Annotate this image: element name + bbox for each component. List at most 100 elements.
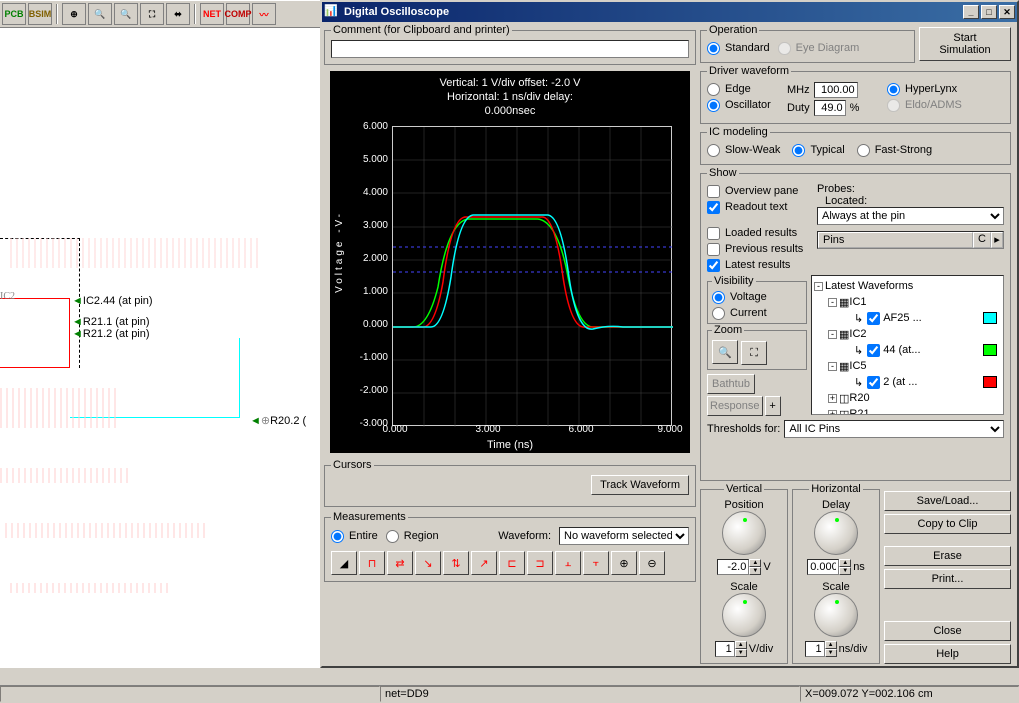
- typical-radio[interactable]: Typical: [792, 142, 844, 158]
- tree-ic2[interactable]: -▦ IC2: [814, 326, 1001, 342]
- tree-ic1[interactable]: -▦ IC1: [814, 294, 1001, 310]
- loaded-check[interactable]: Loaded results: [707, 225, 817, 241]
- fit-button[interactable]: ⛶: [140, 3, 164, 25]
- vertical-position-knob[interactable]: [722, 511, 766, 555]
- meas-12[interactable]: ⊖: [639, 551, 665, 575]
- vscale-up[interactable]: ▲: [735, 641, 747, 649]
- standard-radio[interactable]: Standard: [707, 40, 770, 56]
- vscale-down[interactable]: ▼: [735, 649, 747, 657]
- tree-ic5[interactable]: -▦ IC5: [814, 358, 1001, 374]
- plus-button[interactable]: +: [765, 396, 781, 416]
- pins-header[interactable]: Pins: [818, 232, 973, 248]
- vpos-down[interactable]: ▼: [749, 567, 761, 575]
- meas-1[interactable]: ◢: [331, 551, 357, 575]
- meas-5[interactable]: ⇅: [443, 551, 469, 575]
- tree-r21[interactable]: +◫ R21: [814, 406, 1001, 415]
- eldo-radio[interactable]: Eldo/ADMS: [887, 97, 962, 113]
- meas-2[interactable]: ⊓: [359, 551, 385, 575]
- waveform-select[interactable]: No waveform selected: [559, 527, 689, 545]
- print-button[interactable]: Print...: [884, 569, 1011, 589]
- tree-ic2-pin[interactable]: ↳ 44 (at...: [814, 342, 1001, 358]
- meas-6[interactable]: ↗: [471, 551, 497, 575]
- readout-check[interactable]: Readout text: [707, 199, 817, 215]
- vpos-unit: V: [763, 561, 770, 573]
- wave-button[interactable]: 〰: [252, 3, 276, 25]
- meas-7[interactable]: ⊏: [499, 551, 525, 575]
- close-button[interactable]: ✕: [999, 5, 1015, 19]
- pcb-canvas[interactable]: IC2 ◄IC2.44 (at pin) ◄R21.1 (at pin) ◄R2…: [0, 28, 320, 668]
- vpos-up[interactable]: ▲: [749, 559, 761, 567]
- meas-4[interactable]: ↘: [415, 551, 441, 575]
- copy-clip-button[interactable]: Copy to Clip: [884, 514, 1011, 534]
- thresholds-select[interactable]: All IC Pins: [784, 420, 1004, 438]
- zoom-fit-icon[interactable]: ⛶: [741, 341, 767, 365]
- voltage-radio[interactable]: Voltage: [712, 289, 802, 305]
- tree-root[interactable]: -Latest Waveforms: [814, 278, 1001, 294]
- ytick-6: 0.000: [338, 319, 388, 330]
- response-button[interactable]: Response: [707, 396, 763, 416]
- track-waveform-button[interactable]: Track Waveform: [591, 475, 689, 495]
- zoom-in-icon[interactable]: 🔍: [712, 340, 738, 364]
- slow-radio[interactable]: Slow-Weak: [707, 142, 780, 158]
- meas-11[interactable]: ⊕: [611, 551, 637, 575]
- help-button[interactable]: Help: [884, 644, 1011, 664]
- net-button[interactable]: NET: [200, 3, 224, 25]
- measurement-icons: ◢ ⊓ ⇄ ↘ ⇅ ↗ ⊏ ⊐ ⫠ ⫟ ⊕ ⊖: [331, 551, 689, 575]
- save-load-button[interactable]: Save/Load...: [884, 491, 1011, 511]
- maximize-button[interactable]: □: [981, 5, 997, 19]
- erase-button[interactable]: Erase: [884, 546, 1011, 566]
- hscale-down[interactable]: ▼: [825, 649, 837, 657]
- meas-10[interactable]: ⫟: [583, 551, 609, 575]
- vpos-input[interactable]: [717, 559, 749, 575]
- hscale-up[interactable]: ▲: [825, 641, 837, 649]
- horizontal-scale-knob[interactable]: [814, 593, 858, 637]
- latest-check[interactable]: Latest results: [707, 257, 817, 273]
- duty-input[interactable]: [814, 100, 846, 116]
- tool-1[interactable]: ⊕: [62, 3, 86, 25]
- edge-radio[interactable]: Edge: [707, 81, 787, 97]
- entire-radio[interactable]: Entire: [331, 528, 378, 544]
- tree-ic1-pin[interactable]: ↳ AF25 ...: [814, 310, 1001, 326]
- zoom-in-button[interactable]: 🔍: [88, 3, 112, 25]
- hdelay-down[interactable]: ▼: [839, 567, 851, 575]
- hdelay-up[interactable]: ▲: [839, 559, 851, 567]
- scope-display[interactable]: Vertical: 1 V/div offset: -2.0 V Horizon…: [330, 71, 690, 453]
- main-toolbar: PCB BSIM ⊕ 🔍 🔍 ⛶ ⬌ NET COMP 〰: [0, 0, 320, 28]
- close-dialog-button[interactable]: Close: [884, 621, 1011, 641]
- vertical-scale-knob[interactable]: [722, 593, 766, 637]
- previous-check[interactable]: Previous results: [707, 241, 817, 257]
- titlebar[interactable]: 📊 Digital Oscilloscope _ □ ✕: [322, 2, 1017, 22]
- hyperlynx-radio[interactable]: HyperLynx: [887, 81, 962, 97]
- scope-grid: [392, 126, 672, 426]
- tree-r20[interactable]: +◫ R20: [814, 390, 1001, 406]
- meas-8[interactable]: ⊐: [527, 551, 553, 575]
- mhz-input[interactable]: [814, 82, 858, 98]
- scope-header-1: Vertical: 1 V/div offset: -2.0 V: [330, 77, 690, 89]
- minimize-button[interactable]: _: [963, 5, 979, 19]
- pan-button[interactable]: ⬌: [166, 3, 190, 25]
- current-radio[interactable]: Current: [712, 305, 802, 321]
- region-radio[interactable]: Region: [386, 528, 439, 544]
- eye-radio[interactable]: Eye Diagram: [778, 40, 860, 56]
- comp-button[interactable]: COMP: [226, 3, 250, 25]
- horizontal-delay-knob[interactable]: [814, 511, 858, 555]
- located-select[interactable]: Always at the pin: [817, 207, 1004, 225]
- probe-tree[interactable]: -Latest Waveforms -▦ IC1 ↳ AF25 ... -▦ I…: [811, 275, 1004, 415]
- start-simulation-button[interactable]: Start Simulation: [919, 27, 1011, 61]
- fast-radio[interactable]: Fast-Strong: [857, 142, 932, 158]
- scroll-right[interactable]: ▸: [991, 232, 1003, 248]
- c-header[interactable]: C: [973, 232, 991, 248]
- hscale-input[interactable]: [805, 641, 825, 657]
- pcb-button[interactable]: PCB: [2, 3, 26, 25]
- zoom-out-button[interactable]: 🔍: [114, 3, 138, 25]
- vscale-input[interactable]: [715, 641, 735, 657]
- bathtub-button[interactable]: Bathtub: [707, 374, 755, 394]
- oscillator-radio[interactable]: Oscillator: [707, 97, 787, 113]
- comment-input[interactable]: [331, 40, 689, 58]
- tree-ic5-pin[interactable]: ↳ 2 (at ...: [814, 374, 1001, 390]
- meas-9[interactable]: ⫠: [555, 551, 581, 575]
- overview-check[interactable]: Overview pane: [707, 183, 817, 199]
- meas-3[interactable]: ⇄: [387, 551, 413, 575]
- hdelay-input[interactable]: [807, 559, 839, 575]
- bsim-button[interactable]: BSIM: [28, 3, 52, 25]
